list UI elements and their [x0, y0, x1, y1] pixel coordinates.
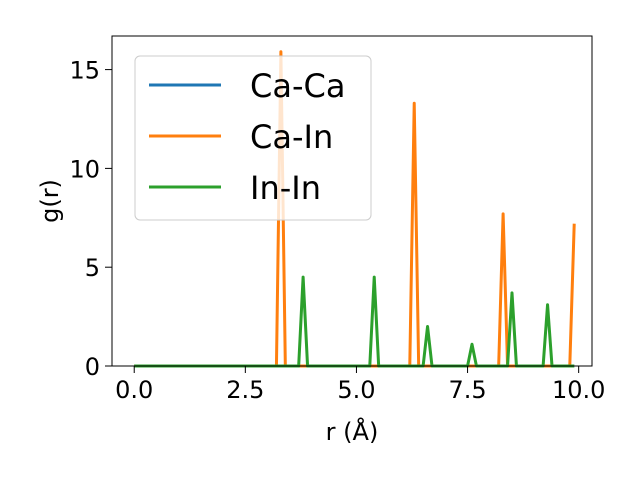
x-tick-label: 2.5 — [226, 376, 264, 404]
x-axis-label: r (Å) — [326, 417, 379, 446]
y-tick-label: 15 — [69, 57, 100, 85]
legend-label-in-in: In-In — [250, 169, 321, 207]
x-tick-label: 10.0 — [552, 376, 605, 404]
series-line-in-in — [134, 275, 575, 368]
legend-label-ca-in: Ca-In — [250, 118, 333, 156]
legend-label-ca-ca: Ca-Ca — [250, 67, 345, 105]
y-axis-label: g(r) — [36, 179, 64, 223]
axes-frame — [111, 35, 593, 367]
legend-box — [134, 55, 372, 221]
ticks: 0.0 2.5 5.0 7.5 10.0 0 5 10 15 — [69, 57, 605, 404]
y-tick-label: 0 — [85, 353, 100, 381]
x-tick-label: 0.0 — [115, 376, 153, 404]
x-tick-label: 7.5 — [448, 376, 486, 404]
legend: Ca-Ca Ca-In In-In — [134, 55, 372, 221]
y-tick-label: 5 — [85, 254, 100, 282]
x-tick-label: 5.0 — [337, 376, 375, 404]
y-tick-label: 10 — [69, 155, 100, 183]
